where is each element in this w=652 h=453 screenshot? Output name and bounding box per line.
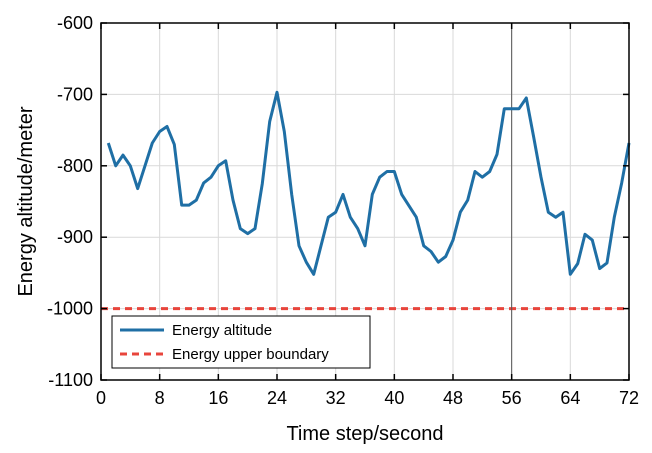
legend-label-energy-altitude: Energy altitude xyxy=(172,322,272,339)
y-axis-title: Energy altitude/meter xyxy=(15,106,37,296)
x-axis-ticks: 0 8 16 24 32 40 48 56 64 72 xyxy=(96,23,639,408)
x-tick-label-40: 40 xyxy=(384,388,404,408)
x-tick-label-32: 32 xyxy=(326,388,346,408)
y-tick-label-800: -800 xyxy=(57,156,93,176)
plot-frame xyxy=(100,22,630,381)
x-axis-title: Time step/second xyxy=(286,423,443,445)
x-tick-label-64: 64 xyxy=(560,388,580,408)
x-tick-label-24: 24 xyxy=(267,388,287,408)
x-tick-label-56: 56 xyxy=(502,388,522,408)
y-tick-label-900: -900 xyxy=(57,227,93,247)
legend-box xyxy=(111,315,371,369)
y-axis-ticks: -1100 -1000 -900 -800 -700 -600 xyxy=(47,13,629,390)
y-tick-label-1000: -1000 xyxy=(47,299,93,319)
x-tick-label-16: 16 xyxy=(208,388,228,408)
y-tick-label-700: -700 xyxy=(57,84,93,104)
legend-label-energy-upper-boundary: Energy upper boundary xyxy=(172,346,329,363)
x-tick-label-48: 48 xyxy=(443,388,463,408)
series-line-energy-altitude xyxy=(106,90,631,276)
x-tick-label-8: 8 xyxy=(155,388,165,408)
legend: Energy altitude Energy upper boundary xyxy=(111,315,371,369)
x-tick-label-0: 0 xyxy=(96,388,106,408)
x-tick-label-72: 72 xyxy=(619,388,639,408)
y-tick-label-1100: -1100 xyxy=(48,370,93,390)
series-layer xyxy=(106,90,631,276)
y-tick-label-600: -600 xyxy=(57,13,93,33)
